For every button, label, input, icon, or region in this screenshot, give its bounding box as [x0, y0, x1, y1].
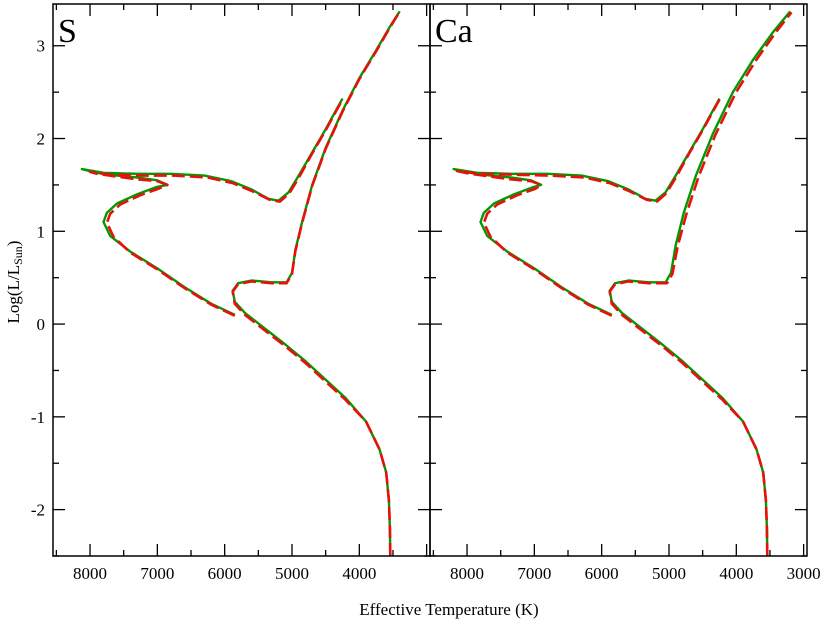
x-tick-label: 7000	[517, 564, 551, 583]
panel-0: -2 -1 0 1 2 3 8000 7000 6000 5000 4000 S	[31, 3, 431, 583]
y-tick-label: 3	[37, 37, 46, 56]
x-tick-label: 8000	[450, 564, 484, 583]
x-tick-label: 4000	[342, 564, 376, 583]
series-line-dashed-2	[231, 10, 401, 556]
y-tick-label: -2	[31, 501, 45, 520]
y-tick-label: 1	[37, 222, 46, 241]
panel-1-series	[452, 10, 793, 556]
series-line-solid-1	[80, 98, 344, 316]
y-tick-label: 0	[37, 315, 46, 334]
y-axis-title-subscript: Sun	[11, 246, 25, 265]
y-axis-title-main: Log(L/L	[4, 265, 23, 324]
panel-0-series	[80, 10, 401, 556]
series-line-dashed-3	[455, 98, 721, 317]
chart-panels: -2 -1 0 1 2 3 8000 7000 6000 5000 4000 S 8000 7000 600…	[31, 3, 821, 583]
x-axis-title: Effective Temperature (K)	[359, 600, 538, 619]
x-tick-label: 8000	[73, 564, 107, 583]
y-axis-title-close: )	[4, 241, 23, 247]
x-tick-label: 6000	[208, 564, 242, 583]
panel-1-frame	[429, 3, 808, 557]
series-line-solid-0	[231, 10, 401, 556]
series-line-dashed-2	[608, 11, 793, 556]
panel-0-frame	[52, 3, 431, 557]
series-line-solid-1	[452, 98, 721, 316]
y-axis-title: Log(L/LSun)	[4, 241, 25, 324]
x-tick-label: 5000	[652, 564, 686, 583]
x-tick-label: 4000	[719, 564, 753, 583]
x-tick-label: 6000	[585, 564, 619, 583]
panel-label: S	[58, 13, 77, 50]
y-tick-label: 2	[37, 130, 46, 149]
x-tick-label: 3000	[787, 564, 821, 583]
x-tick-label: 5000	[275, 564, 309, 583]
series-line-dashed-3	[88, 98, 344, 317]
y-tick-label: -1	[31, 408, 45, 427]
panel-label: Ca	[435, 13, 473, 50]
x-tick-label: 7000	[140, 564, 174, 583]
panel-1: 8000 7000 6000 5000 4000 3000 Ca	[429, 3, 821, 583]
